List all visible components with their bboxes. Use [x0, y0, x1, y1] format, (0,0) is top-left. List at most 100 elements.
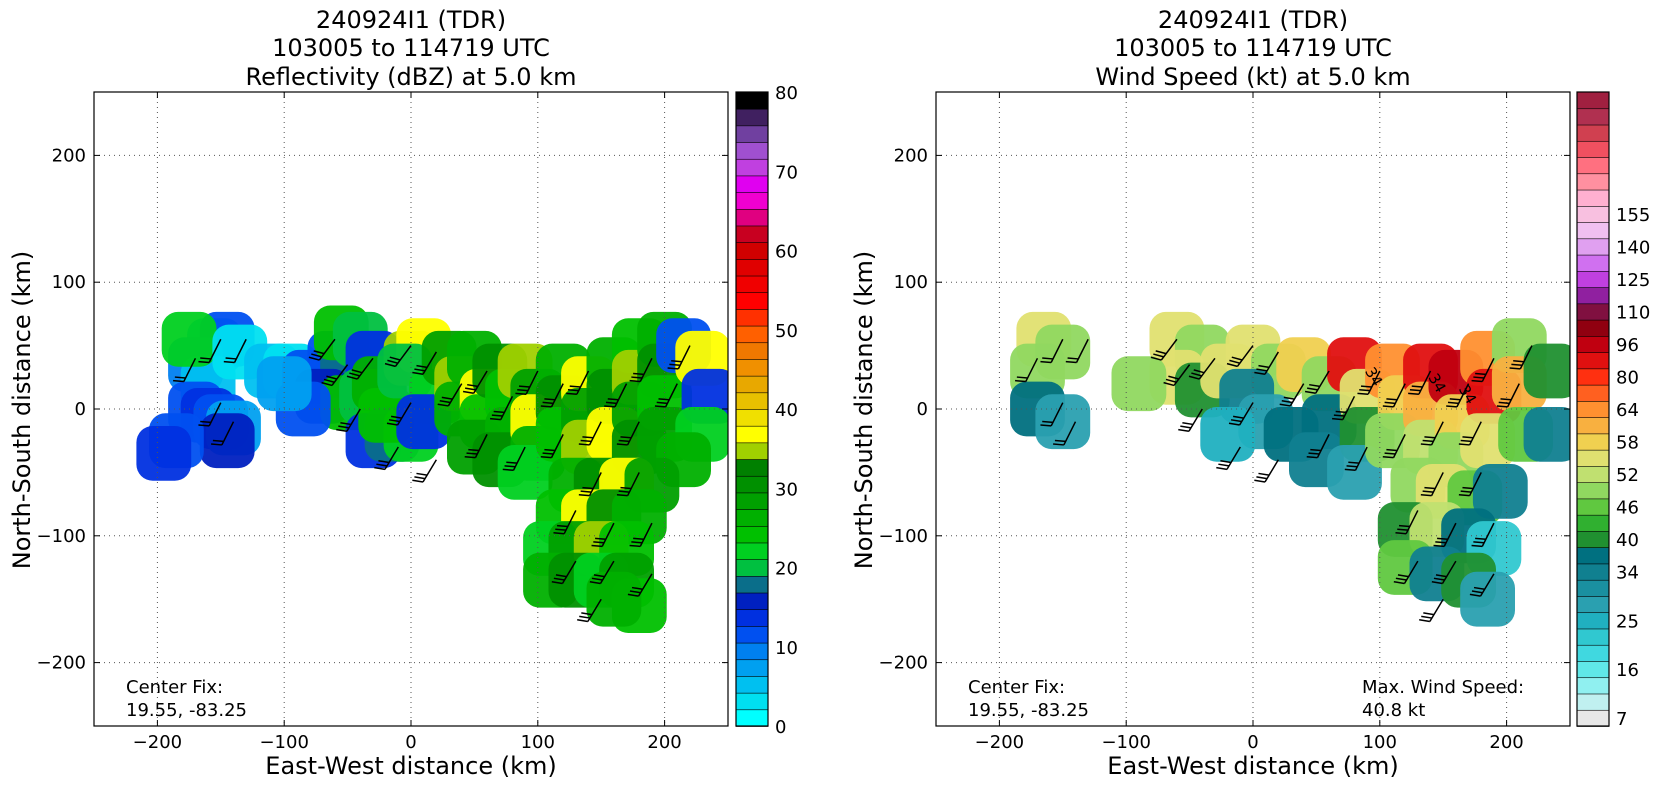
barb-feather	[1015, 379, 1026, 383]
barb-staff	[550, 383, 564, 408]
barb-feather	[591, 544, 603, 548]
barb-feather	[604, 405, 615, 408]
barb-feather	[198, 424, 210, 427]
barb-feather	[1308, 452, 1320, 455]
barb-staff	[601, 522, 615, 547]
wind-barb	[1382, 383, 1406, 408]
barb-feather	[1382, 405, 1394, 408]
barb-staff	[183, 357, 197, 382]
wind-barb	[616, 421, 640, 446]
colorbar-segment	[735, 692, 769, 711]
wind-barb	[173, 357, 197, 383]
barb-staff	[1264, 351, 1280, 375]
wind-barb	[1015, 357, 1039, 383]
data-cell	[1472, 464, 1528, 519]
reflectivity-center-fix-value: 19.55, -83.25	[126, 700, 247, 721]
colorbar-segment	[1576, 400, 1610, 418]
barb-feather	[669, 363, 681, 367]
barb-feather	[579, 615, 591, 619]
colorbar-tick-label: 34	[1616, 563, 1639, 584]
barb-feather	[1182, 421, 1194, 426]
barb-feather	[1307, 387, 1318, 391]
barb-feather	[414, 368, 426, 372]
barb-staff	[639, 522, 653, 547]
y-tick-label: 200	[52, 145, 86, 166]
wind-barb	[1163, 364, 1191, 387]
barb-feather	[577, 619, 588, 623]
barb-feather	[566, 392, 577, 395]
barb-feather	[1469, 593, 1481, 597]
wind-barb	[1419, 598, 1444, 623]
barb-feather	[225, 357, 237, 360]
barb-staff	[1479, 573, 1495, 597]
barb-feather	[569, 385, 581, 388]
colorbar-tick-label: 70	[775, 162, 798, 183]
y-tick-label: −200	[37, 653, 86, 674]
wind-barb	[1254, 459, 1280, 483]
wind-barb	[577, 598, 602, 623]
barb-feather	[1433, 544, 1445, 548]
barb-staff	[1443, 522, 1457, 547]
colorbar-segment	[1576, 628, 1610, 646]
wind-barb	[589, 560, 615, 585]
barb-feather	[491, 414, 503, 417]
colorbar-segment	[735, 408, 769, 427]
colorbar-segment	[735, 542, 769, 560]
barb-feather	[1283, 396, 1295, 400]
barb-feather	[544, 398, 556, 401]
colorbar-tick-label: 50	[775, 321, 798, 342]
barb-staff	[384, 446, 399, 470]
wind-barb	[1306, 434, 1330, 459]
barb-feather	[466, 452, 478, 455]
barb-feather	[553, 532, 565, 535]
barb-feather	[1408, 392, 1419, 395]
data-cell	[136, 426, 192, 481]
barb-feather	[633, 537, 644, 540]
colorbar-segment	[1576, 254, 1610, 272]
barb-feather	[518, 385, 530, 388]
barb-feather	[173, 379, 184, 383]
wind-barb	[1254, 351, 1280, 375]
barb-feather	[1333, 414, 1345, 417]
barb-feather	[389, 356, 401, 361]
barb-feather	[390, 415, 402, 419]
barb-staff	[447, 383, 463, 407]
colorbar-segment	[1576, 416, 1610, 435]
barb-feather	[517, 388, 529, 392]
colorbar-segment	[1576, 709, 1610, 727]
barb-feather	[313, 350, 325, 355]
x-tick-label: −100	[1101, 732, 1150, 753]
wind-barb	[578, 472, 602, 497]
barb-feather	[553, 577, 565, 581]
barb-staff	[1429, 598, 1444, 622]
wind-barb	[1420, 472, 1444, 497]
barb-feather	[631, 541, 643, 544]
barb-feather	[551, 580, 563, 585]
barb-feather	[1409, 388, 1421, 392]
wind-barb	[384, 345, 412, 368]
wind-barb	[540, 383, 564, 408]
barb-feather	[616, 443, 628, 446]
colorbar-segment	[735, 141, 769, 160]
barb-staff	[550, 434, 564, 458]
colorbar-segment	[1576, 91, 1610, 110]
barb-feather	[593, 541, 605, 544]
wind-barb	[1304, 370, 1330, 394]
barb-feather	[200, 420, 212, 424]
barb-staff	[1392, 383, 1406, 408]
colorbar-segment	[1576, 384, 1610, 402]
wind-barb	[604, 383, 628, 408]
barb-feather	[1258, 472, 1270, 476]
barb-feather	[502, 468, 514, 472]
wind-barb	[1228, 402, 1254, 426]
barb-staff	[1264, 459, 1280, 483]
barb-staff	[356, 357, 374, 380]
colorbar-segment	[1576, 286, 1610, 305]
barb-feather	[346, 375, 358, 380]
wind-y-tick-labels: −200 −100 0 100 200	[879, 145, 928, 673]
colorbar-segment	[1576, 433, 1610, 451]
barb-feather	[1424, 436, 1436, 439]
barb-feather	[1422, 439, 1434, 443]
barb-feather	[1435, 574, 1447, 578]
